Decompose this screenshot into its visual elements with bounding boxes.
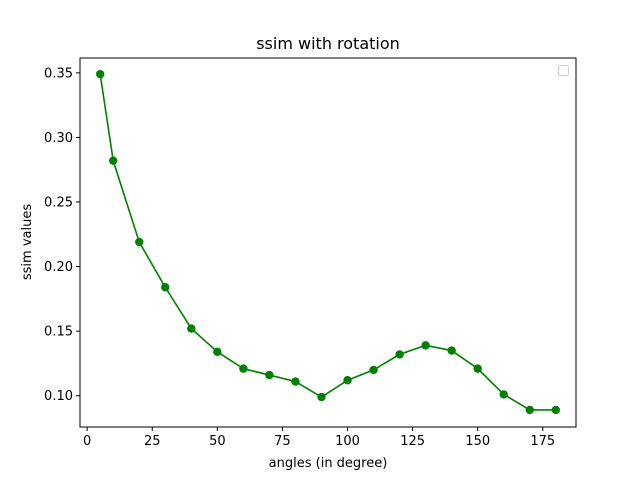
x-tick-label: 75	[274, 434, 291, 449]
y-tick-label: 0.20	[44, 260, 73, 275]
data-point	[161, 283, 170, 292]
x-tick-label: 25	[144, 434, 161, 449]
y-axis-ticks: 0.10 0.15 0.20 0.25 0.30 0.35	[44, 66, 80, 404]
data-point	[395, 350, 404, 359]
y-tick-label: 0.10	[44, 389, 73, 404]
data-point	[525, 405, 534, 415]
data-point	[551, 405, 561, 415]
data-point	[265, 370, 274, 380]
data-point	[213, 347, 222, 357]
data-point	[499, 390, 508, 399]
y-axis-label: ssim values	[20, 204, 35, 280]
data-point	[108, 156, 118, 165]
data-point	[421, 341, 430, 350]
data-point	[95, 69, 105, 79]
plot-frame	[79, 57, 577, 428]
data-point	[473, 364, 482, 373]
x-tick-label: 50	[209, 434, 226, 449]
data-point	[291, 377, 300, 386]
y-tick-label: 0.15	[44, 325, 73, 340]
x-tick-label: 150	[465, 434, 490, 449]
x-axis-label: angles (in degree)	[269, 456, 388, 471]
data-point	[447, 346, 456, 355]
x-tick-label: 0	[83, 434, 91, 449]
legend-box	[558, 65, 569, 76]
x-tick-label: 175	[530, 434, 555, 449]
plot-marks	[95, 69, 561, 415]
data-point	[187, 324, 196, 333]
x-tick-label: 125	[400, 434, 425, 449]
data-point	[343, 376, 352, 385]
y-tick-label: 0.30	[44, 131, 73, 146]
chart-title: ssim with rotation	[256, 34, 400, 53]
y-tick-label: 0.35	[44, 66, 73, 81]
data-point	[135, 237, 144, 247]
data-point	[239, 364, 248, 373]
y-tick-label: 0.25	[44, 196, 73, 211]
data-point	[317, 392, 326, 402]
data-point	[369, 365, 378, 375]
x-axis-ticks: 0 25 50 75 100 125 150 175	[83, 427, 555, 449]
x-tick-label: 100	[335, 434, 360, 449]
